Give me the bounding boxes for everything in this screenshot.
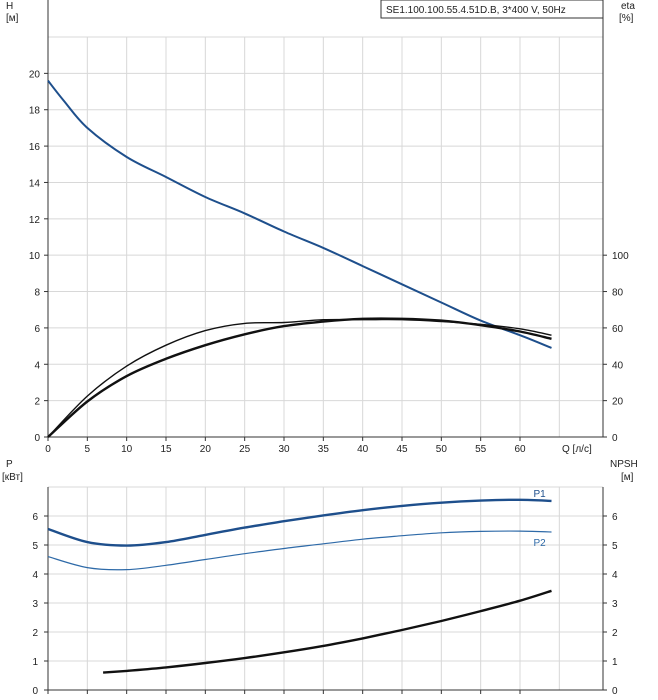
y-right-tick-label: 5	[612, 541, 618, 552]
x-tick-label: 25	[239, 444, 251, 455]
y-left-tick-label: 2	[32, 628, 38, 639]
upper-ticks: 0 2 4 6 8 10 12 14 16 18 20 0 20 40 60 80 100 0 5 10 15 20 25 3…	[29, 69, 629, 455]
y-left-tick-label: 2	[34, 397, 40, 408]
x-tick-label: 55	[475, 444, 487, 455]
y-left-tick-label: 12	[29, 215, 41, 226]
y-right-tick-label: 2	[612, 628, 618, 639]
y-left-tick-label: 3	[32, 599, 38, 610]
lower-ticks: 0 1 2 3 4 5 6 0 1 2 3 4 5 6	[32, 512, 618, 697]
x-tick-label: 30	[278, 444, 290, 455]
y-right-tick-label: 20	[612, 397, 624, 408]
y-left-tick-label: 20	[29, 69, 41, 80]
x-tick-label: 20	[200, 444, 212, 455]
series-line-eta-hydraulic	[47, 318, 552, 438]
upper-right-axis-title: eta	[621, 1, 635, 12]
lower-right-axis-title: NPSH	[610, 459, 638, 470]
series-label-p1: P1	[533, 489, 546, 500]
y-left-tick-label: 16	[29, 142, 41, 153]
upper-grid	[48, 36, 603, 437]
y-left-tick-label: 4	[34, 360, 40, 371]
model-label: SE1.100.100.55.4.51D.B, 3*400 V, 50Hz	[386, 5, 566, 16]
y-left-tick-label: 6	[32, 512, 38, 523]
upper-curves	[47, 79, 552, 438]
y-left-tick-label: 18	[29, 106, 41, 117]
lower-left-axis-title: P	[6, 459, 13, 470]
upper-panel: 0 2 4 6 8 10 12 14 16 18 20 0 20 40 60 80 100 0 5 10 15 20 25 3…	[6, 0, 635, 455]
upper-right-axis-unit: [%]	[619, 13, 634, 24]
upper-left-axis-title: H	[6, 1, 13, 12]
series-line-npsh	[103, 589, 552, 674]
lower-panel: 0 1 2 3 4 5 6 0 1 2 3 4 5 6 P1 P2 P [кВт] NPSH [м]	[2, 459, 638, 697]
lower-left-axis-unit: [кВт]	[2, 472, 23, 483]
y-left-tick-label: 4	[32, 570, 38, 581]
y-left-tick-label: 8	[34, 288, 40, 299]
y-left-tick-label: 14	[29, 178, 41, 189]
y-right-tick-label: 0	[612, 433, 618, 444]
x-tick-label: 50	[436, 444, 448, 455]
x-tick-label: 15	[160, 444, 172, 455]
y-left-tick-label: 6	[34, 324, 40, 335]
y-left-tick-label: 0	[32, 686, 38, 697]
y-right-tick-label: 40	[612, 360, 624, 371]
upper-left-axis-unit: [м]	[6, 13, 19, 24]
y-right-tick-label: 80	[612, 288, 624, 299]
y-right-tick-label: 100	[612, 251, 629, 262]
series-label-p2: P2	[533, 538, 546, 549]
y-right-tick-label: 0	[612, 686, 618, 697]
x-tick-label: 5	[85, 444, 91, 455]
y-left-tick-label: 0	[34, 433, 40, 444]
lower-curves: P1 P2	[47, 489, 552, 674]
y-left-tick-label: 10	[29, 251, 41, 262]
y-right-tick-label: 6	[612, 512, 618, 523]
series-line-h	[47, 79, 552, 349]
series-line-p1	[47, 498, 552, 547]
series-line-p2	[47, 530, 552, 571]
lower-grid	[48, 486, 603, 690]
model-label-box	[380, 0, 604, 19]
x-tick-label: 0	[45, 444, 51, 455]
y-right-tick-label: 1	[612, 657, 618, 668]
x-tick-label: 10	[121, 444, 133, 455]
y-left-tick-label: 1	[32, 657, 38, 668]
series-line-eta-total	[47, 317, 552, 438]
x-tick-label: 60	[514, 444, 526, 455]
y-right-tick-label: 4	[612, 570, 618, 581]
lower-right-axis-unit: [м]	[621, 472, 634, 483]
y-right-tick-label: 3	[612, 599, 618, 610]
x-tick-label: 40	[357, 444, 369, 455]
x-axis-title: Q [л/с]	[562, 444, 592, 455]
y-right-tick-label: 60	[612, 324, 624, 335]
x-tick-label: 35	[318, 444, 330, 455]
y-left-tick-label: 5	[32, 541, 38, 552]
x-tick-label: 45	[396, 444, 408, 455]
